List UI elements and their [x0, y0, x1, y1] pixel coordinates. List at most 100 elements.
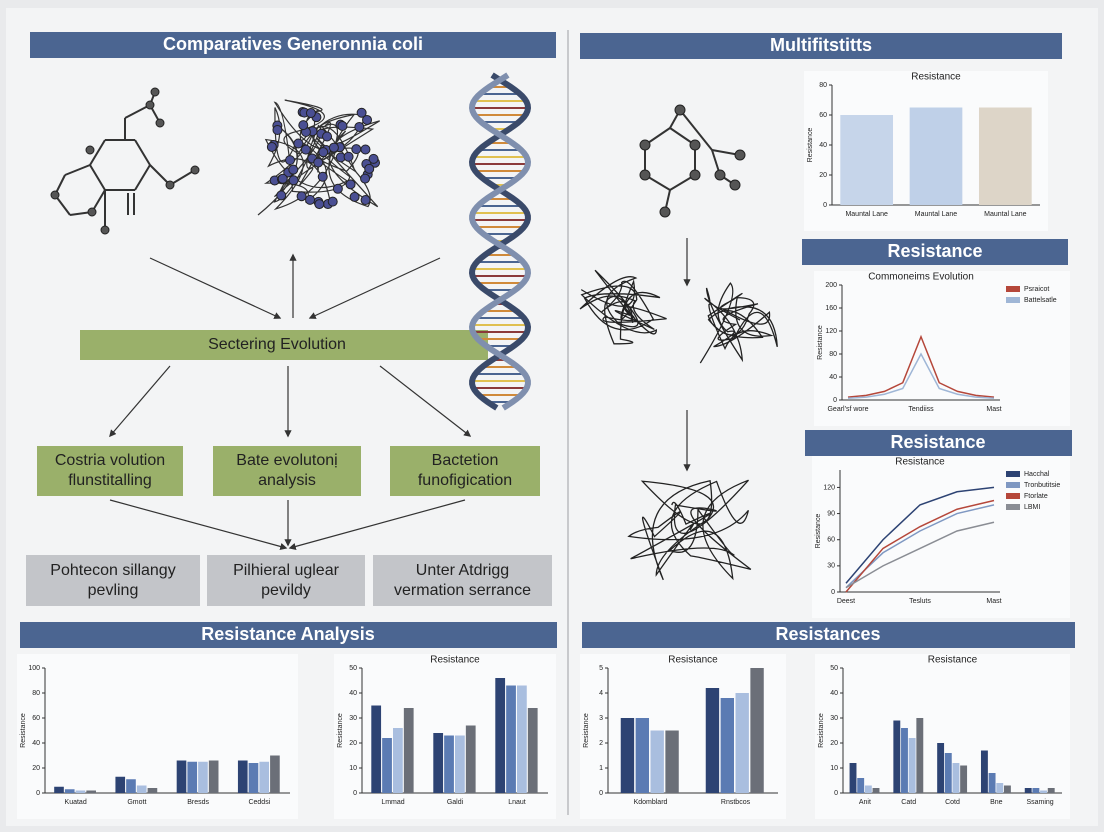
chart-bg — [814, 271, 1070, 426]
chart-title: Resistance — [430, 655, 480, 666]
bar — [909, 107, 963, 205]
x-tick-label: Lmmad — [381, 799, 404, 806]
protein-bead — [266, 141, 277, 152]
bar — [455, 735, 465, 793]
bar — [176, 760, 187, 793]
protein-bead — [272, 124, 283, 135]
protein-bead — [305, 194, 316, 205]
y-tick-label: 20 — [819, 172, 827, 179]
y-tick-label: 120 — [825, 328, 837, 335]
y-tick-label: 20 — [830, 740, 838, 747]
bar — [864, 785, 872, 793]
bar — [960, 765, 968, 793]
y-tick-label: 30 — [827, 563, 835, 570]
bar — [980, 750, 988, 793]
chart-title: Resistance — [668, 655, 718, 666]
header-bar — [805, 430, 1072, 456]
bar — [720, 698, 735, 793]
y-tick-label: 40 — [819, 142, 827, 149]
bar — [517, 685, 527, 793]
protein-chain — [257, 99, 380, 216]
y-tick-label: 50 — [349, 665, 357, 672]
header-bar — [580, 33, 1062, 59]
output-box — [373, 555, 552, 606]
x-tick-label: Mauntal Lane — [915, 211, 958, 218]
protein-bead — [285, 155, 296, 166]
protein-bead — [360, 195, 371, 206]
section-title: Resistances — [775, 624, 880, 644]
y-tick-label: 40 — [830, 690, 838, 697]
bar — [136, 785, 147, 793]
protein-bead — [354, 121, 365, 132]
bar — [237, 760, 248, 793]
bar — [403, 708, 414, 793]
legend-swatch — [1006, 471, 1020, 477]
bar — [1047, 788, 1055, 793]
protein-bead — [345, 179, 356, 190]
molecule — [639, 104, 746, 218]
bar — [393, 728, 403, 793]
bar — [506, 685, 516, 793]
bar — [1032, 788, 1040, 793]
y-tick-label: 5 — [599, 665, 603, 672]
x-tick-label: Mauntal Lane — [984, 211, 1027, 218]
line — [847, 352, 995, 400]
x-tick-label: Kdomblard — [634, 799, 668, 806]
y-axis-label: Resistance — [337, 713, 344, 748]
bar — [620, 718, 635, 793]
y-axis-label: Resistance — [818, 713, 825, 748]
y-tick-label: 10 — [830, 765, 838, 772]
output-label: Pohtecon sillangy — [50, 562, 175, 579]
legend-label: Psraicot — [1024, 286, 1049, 293]
y-tick-label: 50 — [830, 665, 838, 672]
y-tick-label: 60 — [819, 112, 827, 119]
bar — [259, 761, 270, 793]
line — [845, 521, 995, 589]
y-tick-label: 10 — [349, 765, 357, 772]
protein-bead — [327, 196, 338, 207]
protein-bead — [300, 144, 311, 155]
y-tick-label: 2 — [599, 740, 603, 747]
chart-bg — [815, 654, 1070, 819]
bar — [54, 786, 64, 793]
bar — [527, 708, 538, 793]
x-tick-label: Rnstbcos — [721, 799, 751, 806]
bar — [1024, 788, 1032, 793]
bar — [840, 115, 894, 205]
y-tick-label: 0 — [823, 202, 827, 209]
bar — [937, 743, 945, 793]
bar — [978, 107, 1032, 205]
header-bar — [20, 622, 557, 648]
process-label: Bactetion — [432, 452, 499, 469]
protein-bead — [305, 108, 316, 119]
protein-bead — [288, 175, 299, 186]
legend-swatch — [1006, 504, 1020, 510]
bar — [750, 668, 764, 793]
y-tick-label: 60 — [32, 715, 40, 722]
bar — [86, 790, 96, 793]
process-label: analysis — [258, 472, 316, 489]
line — [845, 499, 995, 593]
y-tick-label: 1 — [599, 765, 603, 772]
bar — [952, 763, 960, 793]
protein-bead — [360, 173, 371, 184]
x-tick-label: Galdi — [447, 799, 464, 806]
legend-swatch — [1006, 297, 1020, 303]
output-box — [207, 555, 365, 606]
process-label: flunstitalling — [68, 472, 152, 489]
protein-bead — [313, 157, 324, 168]
bar — [872, 788, 880, 793]
protein-bead — [296, 191, 307, 202]
bar — [208, 760, 219, 793]
legend-label: Battelsatle — [1024, 297, 1057, 304]
x-tick-label: Mast — [986, 598, 1001, 605]
arrows — [109, 238, 691, 550]
left-title: Comparatives Generonnia coli — [163, 34, 423, 54]
bar — [849, 763, 857, 793]
x-tick-label: Catd — [901, 799, 916, 806]
y-tick-label: 40 — [32, 740, 40, 747]
tangle — [699, 282, 778, 364]
protein-bead — [288, 164, 299, 175]
